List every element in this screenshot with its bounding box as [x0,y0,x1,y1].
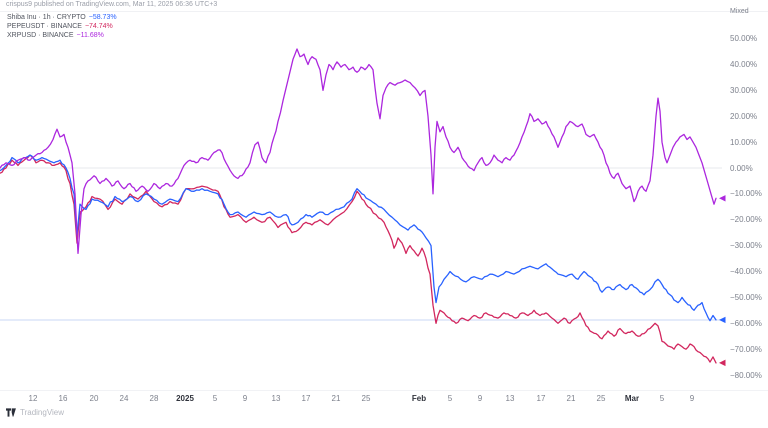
series-line-0[interactable] [0,154,717,322]
legend-symbol-label: XRPUSD · BINANCE [7,32,74,39]
x-axis-tick: 13 [505,394,515,403]
x-axis-tick: 25 [361,394,371,403]
legend-change-value: −11.68% [76,32,104,39]
attribution-text: crispus9 published on TradingView.com, M… [6,1,218,8]
y-axis-tick: −20.00% [730,215,762,225]
y-axis-tick: −10.00% [730,189,762,199]
time-axis-separator [0,390,768,391]
legend-row[interactable]: PEPEUSDT · BINANCE −74.74% [7,23,117,32]
price-axis[interactable]: 50.00% 40.00% 30.00% 20.00% 10.00% 0.00% −10.0… [722,0,768,390]
y-axis-tick: 40.00% [730,59,758,69]
axis-last-value-marker [719,195,726,202]
tradingview-watermark: TradingView [6,408,64,417]
x-axis-tick: 9 [477,394,483,403]
x-axis-tick: 2025 [176,394,194,403]
attribution-bar: crispus9 published on TradingView.com, M… [0,0,768,12]
series-line-2[interactable] [0,48,717,255]
y-axis-tick: −30.00% [730,241,762,251]
x-axis-tick: 12 [28,394,38,403]
tradingview-logo-icon [6,408,16,417]
y-axis-tick: −40.00% [730,267,762,277]
y-axis-tick: 50.00% [730,34,758,44]
y-axis-tick: −50.00% [730,292,762,302]
x-axis-tick: 17 [301,394,311,403]
y-axis-tick: 20.00% [730,111,758,121]
tradingview-logo-text: TradingView [20,408,65,417]
x-axis-tick: 20 [89,394,99,403]
y-axis-tick: −60.00% [730,318,762,328]
x-axis-tick: 13 [271,394,281,403]
x-axis-tick: 21 [566,394,576,403]
legend-row[interactable]: XRPUSD · BINANCE −11.68% [7,32,117,41]
legend-row[interactable]: Shiba Inu · 1h · CRYPTO −58.73% [7,14,117,23]
x-axis-tick: Feb [411,394,427,403]
x-axis-tick: 21 [331,394,341,403]
time-axis[interactable]: 12 16 20 24 28 2025 5 9 13 17 21 25 Feb 5 9 13 17 21 25 Mar… [0,392,768,406]
series-line-1[interactable] [0,154,717,364]
y-axis-tick: 10.00% [730,137,758,147]
x-axis-tick: 5 [447,394,453,403]
x-axis-tick: 28 [149,394,159,403]
axis-last-value-marker [719,359,726,367]
y-axis-tick: −70.00% [730,344,762,354]
legend-symbol-label: PEPEUSDT · BINANCE [7,23,82,30]
x-axis-tick: Mar [624,394,640,403]
x-axis-tick: 9 [689,394,695,403]
scale-mode-label: Mixed [730,8,749,15]
y-axis-tick: 0.00% [730,163,753,173]
x-axis-tick: 25 [596,394,606,403]
axis-last-value-marker [719,316,726,324]
x-axis-tick: 16 [58,394,68,403]
x-axis-tick: 17 [536,394,546,403]
x-axis-tick: 5 [659,394,665,403]
chart-legend: Shiba Inu · 1h · CRYPTO −58.73% PEPEUSDT ·… [7,14,117,41]
y-axis-tick: 30.00% [730,85,758,95]
y-axis-tick: −80.00% [730,370,762,380]
legend-change-value: −58.73% [88,14,117,21]
x-axis-tick: 5 [212,394,218,403]
x-axis-tick: 9 [242,394,248,403]
x-axis-tick: 24 [119,394,129,403]
legend-change-value: −74.74% [84,23,113,30]
legend-symbol-label: Shiba Inu · 1h · CRYPTO [7,14,86,21]
